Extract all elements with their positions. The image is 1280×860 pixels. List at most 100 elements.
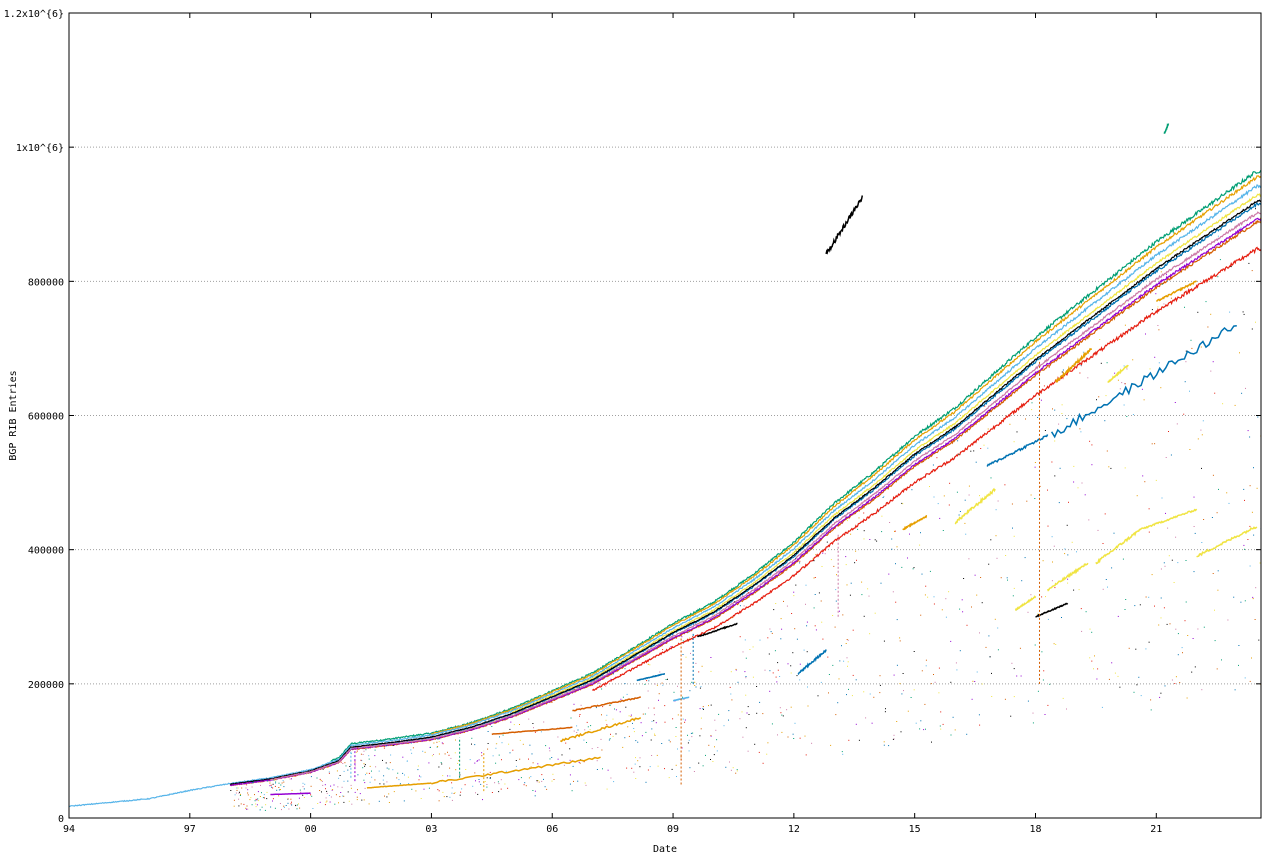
- data-point: [342, 763, 344, 764]
- data-point: [333, 784, 335, 786]
- data-point: [1020, 675, 1022, 677]
- data-point: [422, 750, 424, 752]
- data-point: [976, 594, 978, 596]
- data-point: [257, 791, 259, 793]
- data-point: [1037, 613, 1039, 615]
- data-point: [1197, 438, 1199, 440]
- data-point: [1241, 392, 1243, 394]
- data-point: [805, 603, 806, 605]
- data-point: [805, 754, 807, 756]
- data-point: [1217, 276, 1219, 278]
- data-point: [361, 799, 363, 801]
- data-point: [814, 594, 816, 595]
- data-point: [545, 745, 547, 747]
- data-point: [487, 743, 489, 744]
- data-point: [369, 781, 371, 783]
- data-point: [848, 739, 850, 741]
- data-point: [563, 764, 565, 766]
- data-point: [896, 664, 898, 666]
- data-point: [1145, 648, 1147, 650]
- data-point: [956, 669, 958, 671]
- data-point: [498, 783, 500, 785]
- series-fragment: [1196, 526, 1258, 558]
- x-tick-label: 03: [425, 824, 437, 835]
- data-point: [295, 775, 297, 777]
- data-point: [1013, 587, 1015, 589]
- data-point: [937, 503, 939, 505]
- y-tick-label: 1.2x10^{6}: [4, 9, 64, 20]
- data-point: [371, 776, 373, 778]
- series-fragment: [636, 673, 665, 682]
- data-point: [302, 782, 304, 784]
- data-point: [919, 544, 921, 546]
- data-point: [1105, 579, 1107, 580]
- data-point: [730, 693, 732, 695]
- data-point: [648, 707, 650, 709]
- data-point: [382, 759, 383, 761]
- data-point: [287, 802, 289, 804]
- data-point: [255, 806, 257, 808]
- data-point: [507, 787, 509, 789]
- data-point: [1142, 475, 1144, 477]
- data-point: [770, 631, 772, 633]
- data-point: [869, 633, 871, 635]
- data-point: [419, 775, 420, 777]
- data-point: [991, 696, 993, 697]
- data-point: [322, 784, 324, 786]
- data-point: [657, 765, 659, 767]
- data-point: [601, 688, 603, 690]
- data-point: [519, 739, 521, 741]
- data-point: [471, 743, 472, 745]
- data-point: [378, 800, 380, 802]
- data-point: [907, 710, 909, 712]
- data-point: [690, 732, 692, 734]
- data-point: [892, 591, 894, 593]
- data-point: [474, 762, 476, 764]
- series-line: [430, 175, 1262, 735]
- data-point: [779, 707, 781, 709]
- data-point: [1163, 303, 1165, 305]
- data-point: [567, 694, 569, 696]
- data-point: [879, 684, 881, 686]
- data-point: [1124, 302, 1126, 304]
- data-point: [651, 755, 653, 756]
- data-point: [537, 763, 539, 765]
- data-point: [1185, 560, 1187, 561]
- data-point: [928, 450, 930, 452]
- data-point: [504, 783, 506, 785]
- data-point: [451, 792, 453, 794]
- data-point: [532, 762, 534, 764]
- data-point: [1100, 362, 1102, 364]
- series-fragment: [1050, 324, 1237, 439]
- data-point: [513, 724, 515, 726]
- data-point: [1259, 217, 1261, 219]
- data-point: [351, 803, 353, 805]
- data-point: [1089, 657, 1091, 659]
- data-point: [482, 799, 483, 801]
- data-point: [1030, 494, 1032, 496]
- series-line: [330, 169, 1262, 762]
- data-point: [397, 772, 399, 774]
- data-point: [449, 775, 451, 777]
- data-point: [371, 770, 372, 772]
- data-point: [891, 548, 893, 550]
- data-point: [676, 776, 677, 777]
- data-point: [1217, 570, 1219, 572]
- data-point: [487, 748, 489, 750]
- data-point: [480, 783, 482, 785]
- data-point: [1037, 417, 1039, 418]
- data-point: [646, 660, 648, 662]
- data-point: [1191, 347, 1193, 349]
- data-point: [1247, 430, 1249, 432]
- data-point: [828, 674, 830, 675]
- data-point: [436, 741, 438, 743]
- data-point: [338, 802, 339, 804]
- data-point: [832, 615, 834, 616]
- y-tick-label: 1x10^{6}: [16, 143, 64, 154]
- data-point: [478, 781, 480, 783]
- data-point: [1016, 675, 1018, 677]
- data-point: [1166, 623, 1168, 625]
- data-point: [909, 533, 910, 535]
- data-point: [883, 744, 885, 746]
- series-line: [229, 217, 1262, 787]
